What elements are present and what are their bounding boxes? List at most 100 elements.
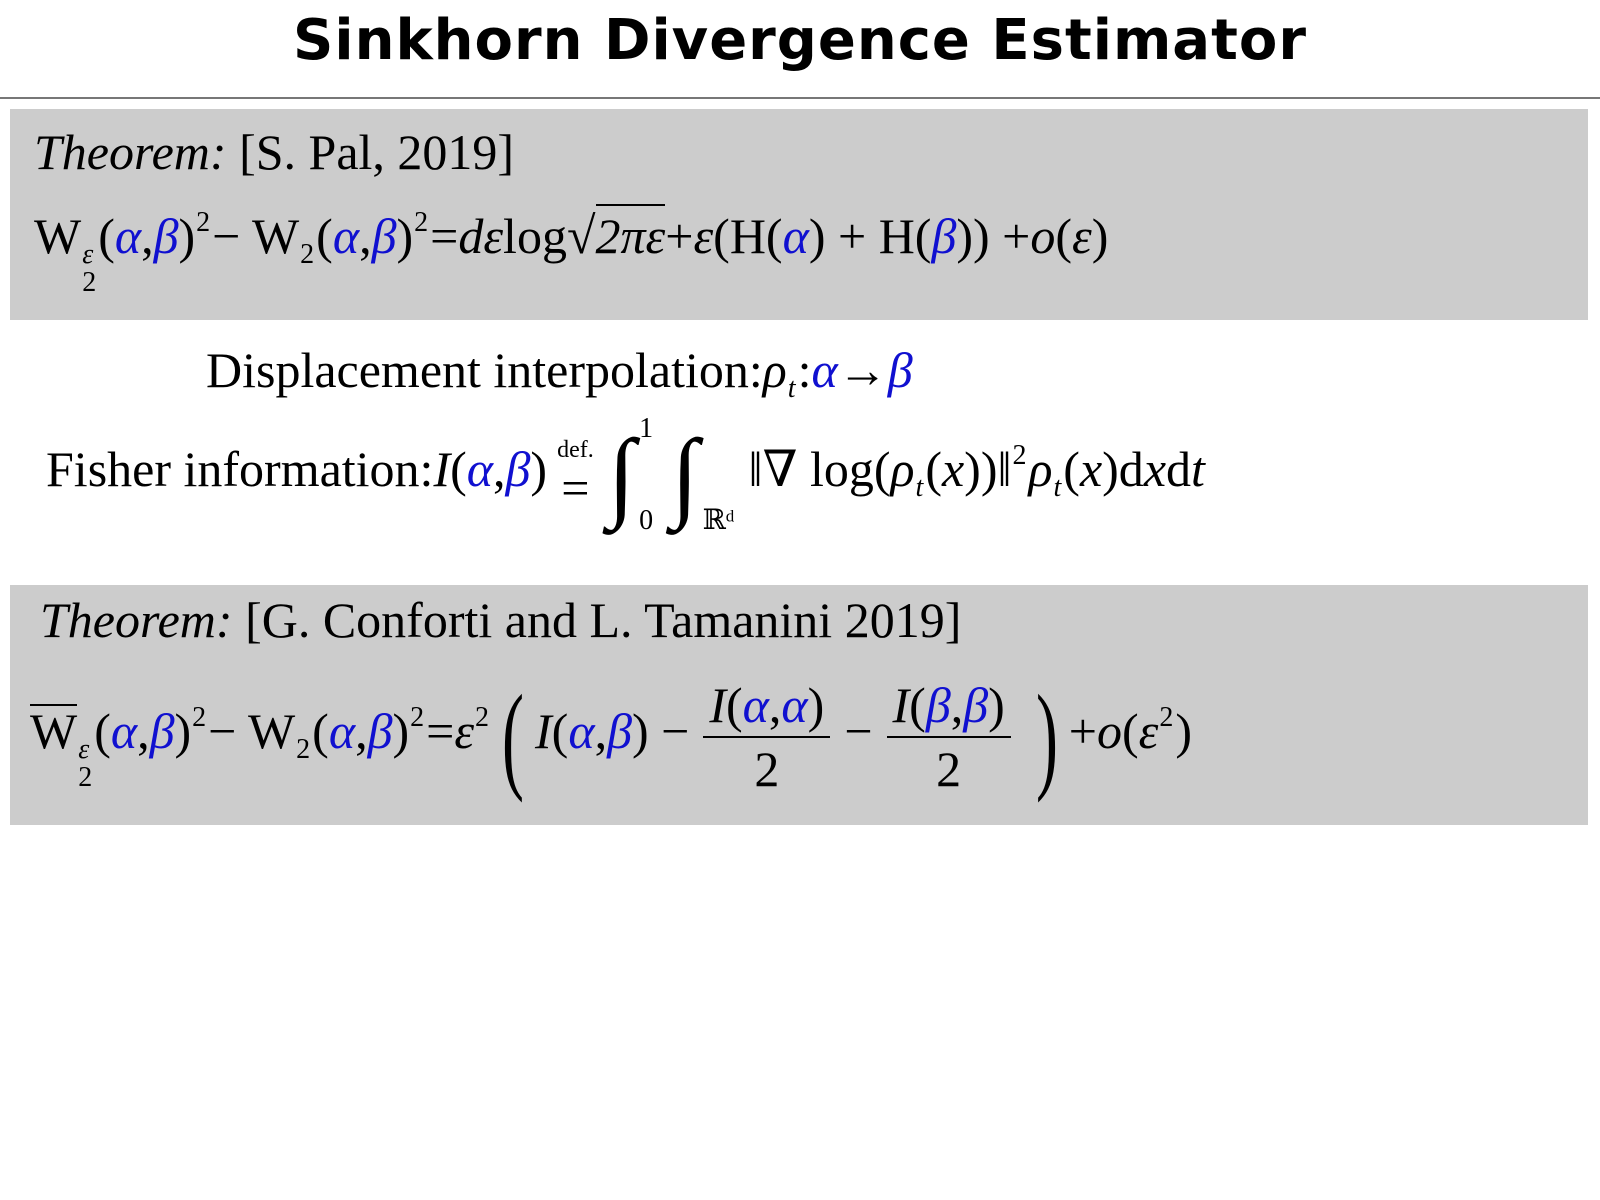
subscript: t <box>1053 472 1062 504</box>
measure-symbol: β <box>887 342 913 398</box>
math-text: , <box>768 677 782 733</box>
math-text: 2 <box>754 741 780 797</box>
integral-limits: ℝᵈ <box>703 415 735 535</box>
measure-symbol: β <box>925 677 951 733</box>
math-text: I <box>709 677 726 733</box>
math-text: = <box>426 703 455 760</box>
math-text: o <box>1096 703 1122 760</box>
measure-symbol: β <box>371 208 397 264</box>
measure-symbol: β <box>367 703 393 760</box>
script: t <box>916 474 924 502</box>
math-text: ) − <box>631 703 690 760</box>
script: 2 <box>410 704 424 732</box>
math-text: ) <box>1091 208 1109 264</box>
math-text: ρ <box>762 342 787 398</box>
math-text: ρ <box>1028 441 1053 498</box>
math-text: t <box>1191 441 1205 498</box>
measure-symbol: β <box>963 677 989 733</box>
math-text: = <box>430 208 459 264</box>
math-text: , <box>493 441 506 498</box>
math-text: log <box>503 208 567 264</box>
large-parenthesis: ) <box>1035 670 1058 803</box>
integral-upper-limit: 1 <box>639 413 654 444</box>
theorem-label: Theorem: <box>40 592 233 648</box>
math-text: − W <box>208 703 296 760</box>
fraction: I(β, β) 2 <box>886 677 1011 794</box>
math-text: ‖∇ log( <box>748 441 891 498</box>
superscript: 2 <box>414 207 429 238</box>
subscript: t <box>915 472 924 504</box>
math-text: ε <box>1138 703 1159 760</box>
script: 2 <box>1013 442 1027 470</box>
math-text: W <box>34 208 82 264</box>
def-equals: def. = <box>557 437 594 513</box>
superscript: 2 <box>196 207 211 238</box>
measure-symbol: α <box>782 208 809 264</box>
math-text: x <box>941 441 965 498</box>
math-text: ( <box>1121 703 1139 760</box>
measure-symbol: α <box>328 703 356 760</box>
math-text: Displacement interpolation: <box>206 342 763 398</box>
measure-symbol: β <box>931 208 957 264</box>
math-text: , <box>594 703 608 760</box>
script: 2 <box>414 209 428 237</box>
math-text: )d <box>1102 441 1144 498</box>
fraction-denominator: 2 <box>936 738 961 794</box>
math-text: ( <box>316 208 333 264</box>
math-text: ( <box>312 703 329 760</box>
superscript: 2 <box>475 702 490 734</box>
math-text: ) <box>178 208 196 264</box>
math-text: I <box>535 703 552 760</box>
theorem-heading: Theorem: [G. Conforti and L. Tamanini 20… <box>40 595 961 645</box>
math-text: : <box>797 342 812 398</box>
measure-symbol: β <box>153 208 179 264</box>
equals-sign: = <box>561 460 590 517</box>
math-text: ( <box>551 703 569 760</box>
theorem-citation: [G. Conforti and L. Tamanini 2019] <box>245 592 962 648</box>
measure-symbol: β <box>607 703 632 760</box>
fraction-numerator: I(β, β) <box>886 677 1011 738</box>
math-text: ) + H( <box>808 208 932 264</box>
superscript: 2 <box>1012 440 1027 472</box>
math-text: x <box>1079 441 1103 498</box>
math-text: ) <box>396 208 414 264</box>
math-text: ( <box>909 677 926 733</box>
script: t <box>1054 474 1062 502</box>
math-text: ε <box>454 703 475 760</box>
measure-symbol: α <box>781 677 808 733</box>
math-text: I <box>892 677 910 733</box>
math-text: ( <box>1063 441 1080 498</box>
integral-lower-limit: ℝᵈ <box>702 505 735 536</box>
math-text: dε <box>458 208 504 264</box>
math-text: + <box>665 208 694 264</box>
math-text: ( <box>94 703 111 760</box>
subscript: 2 <box>82 267 97 298</box>
math-text: o <box>1030 208 1056 264</box>
theorem-conforti-box: Theorem: [G. Conforti and L. Tamanini 20… <box>10 585 1588 825</box>
math-text: I <box>433 441 451 498</box>
theorem-heading: Theorem: [S. Pal, 2019] <box>34 127 514 177</box>
script: 2 <box>475 704 489 732</box>
math-text: ) <box>807 677 825 733</box>
math-text: ) <box>392 703 410 760</box>
measure-symbol: α <box>811 342 838 398</box>
math-text: , <box>355 703 368 760</box>
theorem-citation: [S. Pal, 2019] <box>239 124 515 180</box>
math-text: (H( <box>713 208 783 264</box>
measure-symbol: β <box>505 441 531 498</box>
subscript: 2 <box>78 762 93 794</box>
math-text: ) <box>174 703 192 760</box>
math-text: )) + <box>956 208 1031 264</box>
script: 2 <box>296 736 310 764</box>
large-parenthesis: ( <box>502 670 525 803</box>
math-text: ε <box>693 208 714 264</box>
math-text: W <box>30 703 78 760</box>
math-text: ) <box>988 677 1005 733</box>
superscript: ε <box>78 734 90 766</box>
